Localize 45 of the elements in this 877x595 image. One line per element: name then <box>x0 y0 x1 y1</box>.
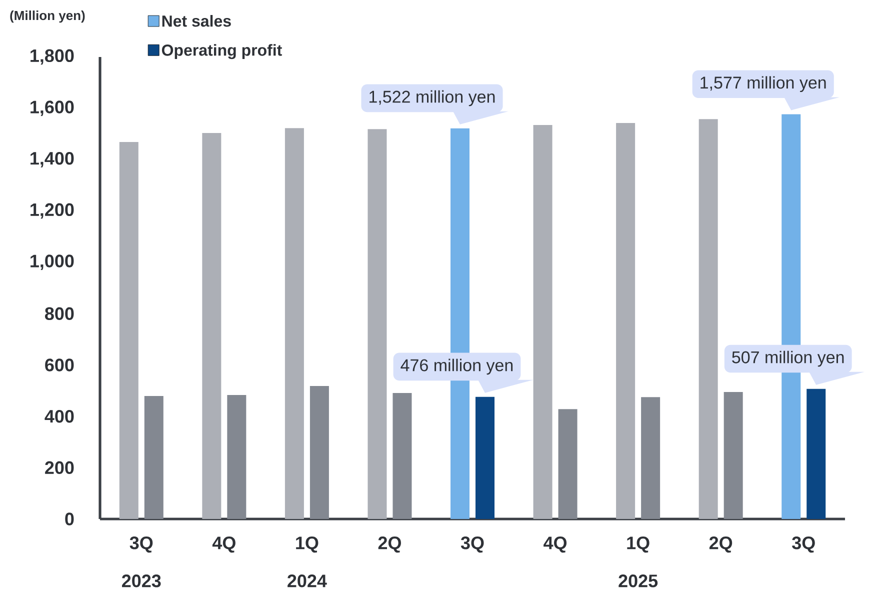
legend-label: Operating profit <box>162 44 282 60</box>
x-tick-label: 4Q <box>544 536 567 553</box>
x-tick-label: 3Q <box>130 536 153 553</box>
x-tick-label: 1Q <box>296 536 318 553</box>
bar <box>392 392 412 519</box>
x-tick-label: 1Q <box>627 536 650 553</box>
data-label: 1,577 million yen <box>700 76 826 92</box>
x-tick-label: 3Q <box>792 536 815 553</box>
y-tick-label: 200 <box>45 461 74 474</box>
bar <box>202 132 222 519</box>
y-tick-label: 600 <box>45 358 74 372</box>
x-tick-label: 2Q <box>709 536 732 553</box>
bar <box>227 395 246 519</box>
bar <box>724 392 743 519</box>
bar <box>533 125 552 519</box>
x-tick-label: 2Q <box>378 536 401 553</box>
legend-label: Net sales <box>162 15 231 27</box>
bar <box>698 119 718 519</box>
text: 2025 <box>618 574 658 588</box>
bar <box>144 396 164 519</box>
data-label: 1,522 million yen <box>370 90 495 106</box>
y-tick-label: 1,600 <box>30 100 74 116</box>
y-tick-label: 1,400 <box>30 152 74 168</box>
bar <box>806 388 826 519</box>
y-tick-label: 1,800 <box>30 49 74 65</box>
text: 2024 <box>288 574 327 588</box>
bar <box>558 409 578 519</box>
x-tick-label: 4Q <box>212 536 236 553</box>
data-label: 476 million yen <box>400 358 513 375</box>
bar <box>616 122 636 519</box>
y-tick-label: 800 <box>45 307 74 320</box>
x-tick-label: 3Q <box>460 536 484 553</box>
bar <box>119 142 138 519</box>
y-tick-label: 1,000 <box>30 254 74 270</box>
bar <box>476 396 495 519</box>
bar <box>641 397 660 519</box>
data-label: 507 million yen <box>732 350 844 367</box>
y-tick-label: 1,200 <box>30 203 74 219</box>
y-axis-title: (Million yen) <box>10 10 85 23</box>
text: 2023 <box>122 574 161 588</box>
bar <box>284 128 304 519</box>
bar <box>368 129 387 519</box>
bar <box>310 386 329 519</box>
y-tick-label: 400 <box>44 410 74 423</box>
y-tick-label: 0 <box>65 512 74 526</box>
